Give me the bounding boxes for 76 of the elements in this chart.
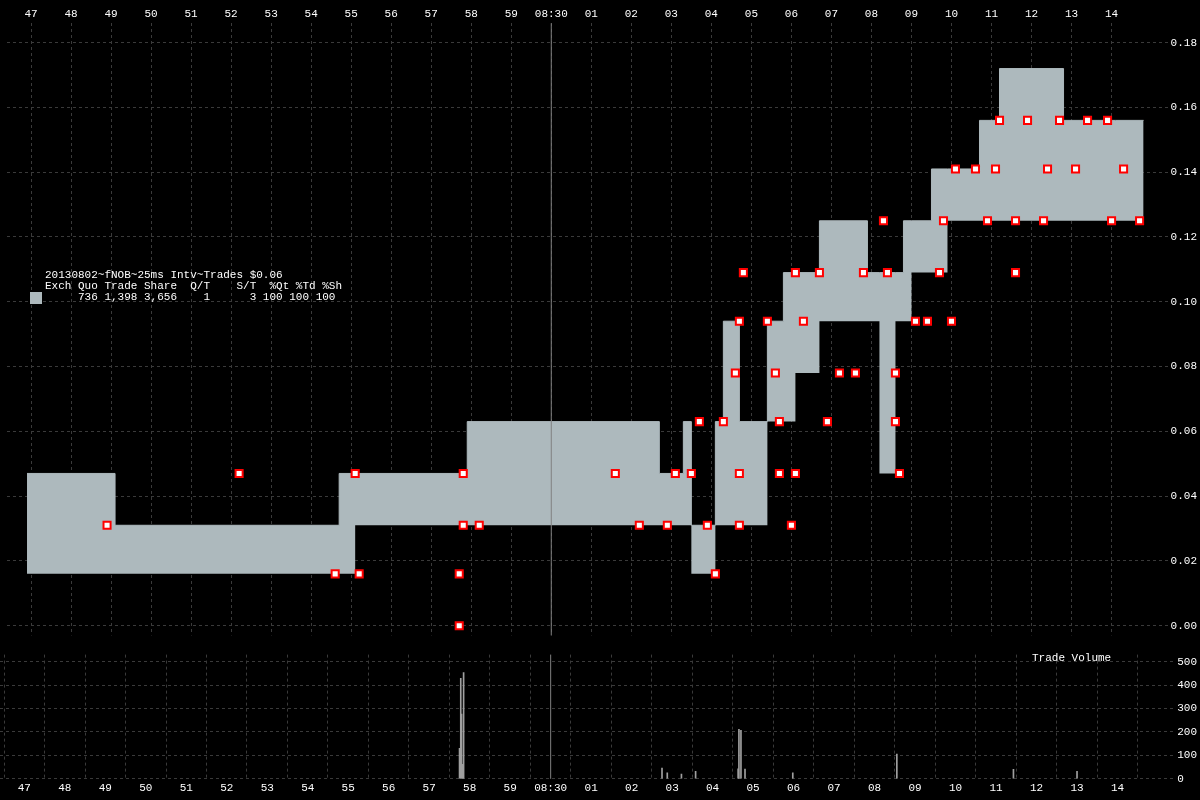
x-tick-label: 02 (624, 7, 638, 20)
y-tick-label: 200 (1177, 725, 1198, 738)
x-tick-label: 03 (665, 782, 679, 795)
x-tick-label: 48 (64, 7, 78, 20)
x-tick-label: 09 (908, 782, 922, 795)
x-tick-label: 12 (1024, 7, 1039, 20)
x-tick-label: 52 (220, 782, 234, 795)
x-tick-label: 05 (744, 7, 758, 20)
x-tick-label: 01 (584, 782, 599, 795)
x-tick-label: 58 (463, 782, 477, 795)
x-tick-label: 08 (864, 7, 879, 20)
x-tick-label: 08:30 (534, 782, 568, 795)
x-tick-label: 13 (1064, 7, 1079, 20)
x-tick-label: 10 (944, 7, 959, 20)
x-tick-label: 12 (1029, 782, 1044, 795)
x-tick-label: 54 (304, 7, 319, 20)
x-tick-label: 09 (904, 7, 919, 20)
annotation: 20130802~fNOB~25ms Intv~Trades $0.06 (45, 269, 284, 281)
x-tick-label: 01 (584, 7, 599, 20)
x-tick-label: 13 (1070, 782, 1084, 795)
x-tick-label: 59 (503, 782, 517, 795)
x-tick-label: 06 (784, 7, 798, 20)
x-tick-label: 57 (422, 782, 436, 795)
x-tick-label: 06 (786, 782, 801, 795)
x-tick-label: 10 (948, 782, 963, 795)
y-tick-label: 0.12 (1170, 230, 1197, 243)
x-tick-label: 56 (382, 782, 396, 795)
y-tick-label: 0.18 (1170, 36, 1197, 49)
x-tick-label: 08 (867, 782, 882, 795)
y-tick-label: 0.08 (1170, 360, 1197, 373)
x-tick-label: 08:30 (534, 7, 568, 20)
y-tick-label: 400 (1177, 678, 1198, 691)
y-tick-label: 0.10 (1170, 295, 1197, 308)
x-tick-label: 56 (384, 7, 398, 20)
x-tick-label: 55 (344, 7, 358, 20)
x-tick-label: 11 (989, 782, 1004, 795)
y-tick-label: 0.04 (1170, 490, 1198, 503)
x-tick-label: 51 (184, 7, 199, 20)
x-tick-label: 03 (664, 7, 678, 20)
y-tick-label: 0.02 (1170, 554, 1197, 567)
x-tick-label: 52 (224, 7, 238, 20)
x-tick-label: 14 (1104, 7, 1119, 20)
x-tick-label: 54 (301, 782, 315, 795)
y-tick-label: 0.06 (1170, 425, 1197, 438)
y-tick-label: 0 (1177, 772, 1184, 785)
y-tick-label: 500 (1177, 655, 1198, 668)
annotation: 736 1,398 3,656 1 3 100 100 100 (77, 291, 337, 303)
x-tick-label: 11 (984, 7, 999, 20)
x-tick-label: 49 (98, 782, 112, 795)
x-tick-label: 51 (179, 782, 194, 795)
y-tick-label: 100 (1177, 749, 1198, 762)
x-tick-label: 47 (24, 7, 38, 20)
x-tick-label: 49 (104, 7, 118, 20)
x-tick-label: 53 (260, 782, 274, 795)
x-tick-label: 05 (746, 782, 760, 795)
x-tick-label: 57 (424, 7, 438, 20)
x-tick-label: 04 (706, 782, 720, 795)
x-tick-label: 14 (1110, 782, 1125, 795)
y-tick-label: 0.14 (1170, 166, 1198, 179)
x-tick-label: 50 (144, 7, 158, 20)
annotation: Trade Volume (1032, 652, 1112, 664)
x-tick-label: 04 (704, 7, 719, 20)
x-tick-label: 07 (827, 782, 841, 795)
y-tick-label: 300 (1177, 702, 1198, 715)
x-tick-label: 07 (824, 7, 839, 20)
y-tick-label: 0.16 (1170, 101, 1197, 114)
x-tick-label: 47 (17, 782, 31, 795)
x-tick-label: 53 (264, 7, 278, 20)
x-tick-label: 55 (341, 782, 355, 795)
annotation: Exch Quo Trade Share Q/T S/T %Qt %Td %Sh (45, 280, 343, 292)
x-tick-label: 50 (139, 782, 153, 795)
x-tick-label: 02 (625, 782, 639, 795)
x-tick-label: 58 (464, 7, 478, 20)
x-tick-label: 48 (58, 782, 72, 795)
y-tick-label: 0.00 (1170, 619, 1197, 632)
x-tick-label: 59 (504, 7, 518, 20)
